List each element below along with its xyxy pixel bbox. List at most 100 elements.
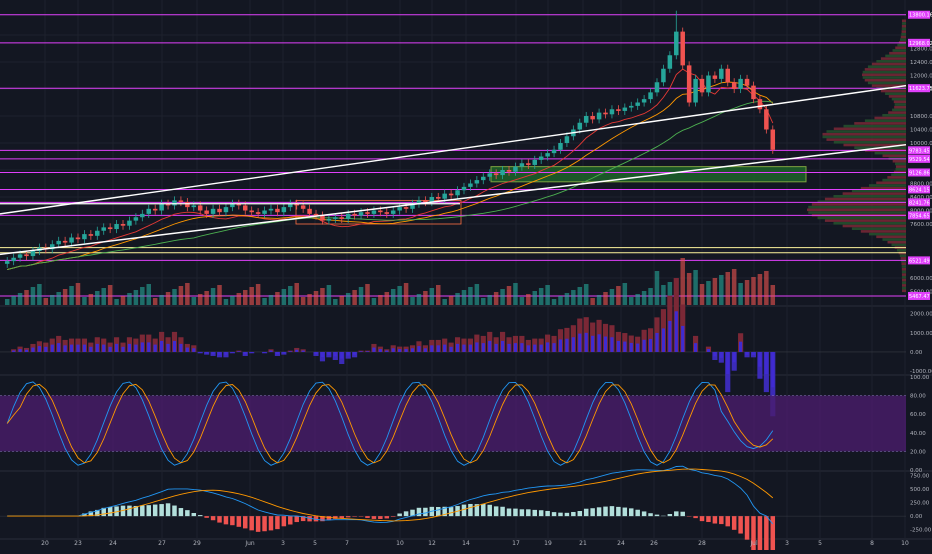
candle-body[interactable]: [281, 207, 287, 213]
candle-body[interactable]: [384, 212, 390, 214]
candle-body[interactable]: [17, 254, 23, 258]
candle-body[interactable]: [719, 68, 724, 79]
candle-body[interactable]: [358, 212, 364, 216]
candle-body[interactable]: [519, 163, 525, 167]
candle-body[interactable]: [738, 78, 743, 89]
candle-body[interactable]: [423, 200, 428, 203]
candle-body[interactable]: [712, 75, 718, 79]
candle-body[interactable]: [326, 218, 332, 221]
candle-body[interactable]: [397, 207, 402, 211]
candle-body[interactable]: [551, 149, 557, 154]
candle-body[interactable]: [159, 203, 164, 211]
candle-body[interactable]: [545, 153, 550, 157]
candle-body[interactable]: [725, 68, 731, 83]
candle-body[interactable]: [390, 210, 396, 214]
candle-body[interactable]: [583, 116, 589, 123]
candle-body[interactable]: [506, 170, 512, 172]
candle-body[interactable]: [487, 173, 492, 177]
candle-body[interactable]: [661, 68, 666, 83]
candle-body[interactable]: [255, 212, 261, 214]
candle-body[interactable]: [641, 99, 647, 103]
candle-body[interactable]: [230, 203, 235, 208]
candle-body[interactable]: [114, 224, 119, 230]
candle-body[interactable]: [564, 136, 570, 143]
candle-body[interactable]: [24, 254, 29, 257]
macd-pane[interactable]: [0, 465, 906, 554]
candle-body[interactable]: [146, 208, 152, 214]
candle-body[interactable]: [107, 227, 113, 230]
candle-body[interactable]: [493, 173, 499, 176]
candle-body[interactable]: [410, 203, 415, 209]
candle-body[interactable]: [616, 109, 621, 111]
candle-body[interactable]: [236, 203, 242, 206]
candle-body[interactable]: [62, 240, 68, 243]
candle-body[interactable]: [500, 170, 505, 176]
candle-body[interactable]: [49, 244, 55, 250]
candle-body[interactable]: [603, 112, 608, 115]
candle-body[interactable]: [217, 208, 222, 213]
lower-trendline[interactable]: [0, 143, 907, 256]
candle-body[interactable]: [140, 213, 145, 218]
candle-body[interactable]: [185, 202, 190, 208]
candle-body[interactable]: [674, 31, 679, 56]
candle-body[interactable]: [191, 205, 197, 208]
candle-body[interactable]: [210, 208, 216, 214]
candle-body[interactable]: [371, 210, 377, 214]
candle-body[interactable]: [101, 227, 106, 231]
candle-body[interactable]: [333, 217, 338, 219]
candle-body[interactable]: [538, 156, 544, 160]
candle-body[interactable]: [378, 210, 383, 213]
candle-body[interactable]: [596, 112, 602, 120]
candle-body[interactable]: [56, 240, 61, 245]
candle-body[interactable]: [609, 109, 615, 115]
candle-body[interactable]: [526, 163, 531, 165]
candle-body[interactable]: [204, 210, 209, 214]
candle-body[interactable]: [622, 107, 628, 111]
candle-body[interactable]: [172, 200, 177, 206]
price-pane[interactable]: [0, 10, 907, 305]
candle-body[interactable]: [4, 261, 10, 264]
momentum-pane[interactable]: [0, 277, 906, 417]
candle-body[interactable]: [133, 217, 139, 221]
candle-body[interactable]: [455, 190, 460, 196]
candle-body[interactable]: [300, 205, 306, 209]
candle-body[interactable]: [75, 237, 81, 240]
candle-body[interactable]: [294, 203, 299, 206]
candle-body[interactable]: [288, 203, 293, 208]
candle-body[interactable]: [416, 200, 422, 204]
candle-body[interactable]: [275, 208, 280, 213]
candle-body[interactable]: [262, 210, 267, 214]
candle-body[interactable]: [197, 205, 203, 211]
candle-body[interactable]: [365, 212, 370, 214]
candle-body[interactable]: [313, 213, 319, 216]
candle-body[interactable]: [242, 205, 248, 211]
candle-body[interactable]: [268, 208, 274, 211]
candle-body[interactable]: [693, 78, 698, 103]
candle-body[interactable]: [654, 82, 660, 93]
candle-body[interactable]: [178, 200, 184, 203]
candle-body[interactable]: [770, 129, 776, 150]
candle-body[interactable]: [648, 92, 653, 100]
candle-body[interactable]: [249, 210, 254, 213]
candle-body[interactable]: [403, 207, 409, 209]
candle-body[interactable]: [429, 197, 435, 203]
candle-body[interactable]: [481, 176, 486, 181]
candle-body[interactable]: [82, 234, 87, 240]
candle-body[interactable]: [127, 220, 132, 226]
candle-body[interactable]: [680, 31, 685, 66]
candle-body[interactable]: [744, 78, 750, 86]
candle-body[interactable]: [165, 203, 171, 206]
candle-body[interactable]: [468, 183, 473, 187]
candle-body[interactable]: [577, 122, 583, 130]
candle-body[interactable]: [88, 234, 94, 236]
candle-body[interactable]: [532, 159, 538, 165]
candle-body[interactable]: [764, 109, 769, 130]
candle-body[interactable]: [11, 257, 16, 262]
candle-body[interactable]: [706, 75, 711, 93]
candle-body[interactable]: [628, 105, 634, 108]
candle-body[interactable]: [442, 193, 447, 199]
candle-body[interactable]: [461, 186, 467, 191]
candle-body[interactable]: [558, 143, 563, 150]
